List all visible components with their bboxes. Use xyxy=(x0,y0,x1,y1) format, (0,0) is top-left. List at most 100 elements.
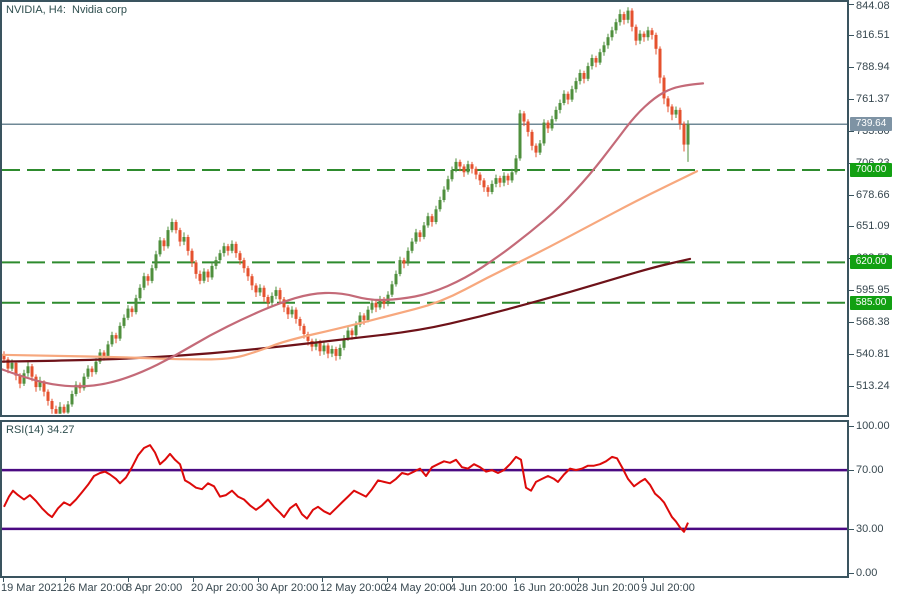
candle-body xyxy=(18,375,22,384)
candle-body xyxy=(378,299,382,308)
rsi-panel-canvas[interactable] xyxy=(0,420,849,578)
candle-body xyxy=(234,243,238,254)
price-tick xyxy=(849,99,854,100)
candle-body xyxy=(242,260,246,269)
candle-body xyxy=(534,145,538,153)
rsi-tick xyxy=(849,529,854,530)
candle-body xyxy=(382,299,386,304)
candle-body xyxy=(62,406,66,413)
candle-body xyxy=(90,368,94,373)
time-axis-label: 30 Apr 20:00 xyxy=(256,582,319,594)
candle-body xyxy=(330,349,334,354)
candle-body xyxy=(186,237,190,251)
candle-body xyxy=(458,161,462,167)
price-axis-label: 678.66 xyxy=(856,189,890,201)
price-tick xyxy=(849,290,854,291)
candle-body xyxy=(94,361,98,373)
price-level-badge-620[interactable]: 620.00 xyxy=(850,255,892,269)
price-tick xyxy=(849,386,854,387)
price-tick xyxy=(849,195,854,196)
candle-body xyxy=(166,230,170,247)
rsi-tick xyxy=(849,470,854,471)
candle-body xyxy=(482,180,486,188)
price-axis-label: 595.95 xyxy=(856,284,890,296)
price-tick xyxy=(849,35,854,36)
candle-body xyxy=(558,103,562,110)
candle-body xyxy=(130,308,134,313)
candle-body xyxy=(638,33,642,41)
price-axis-label: 788.94 xyxy=(856,61,890,73)
price-level-badge-700[interactable]: 700.00 xyxy=(850,163,892,177)
candle-body xyxy=(150,268,154,281)
candle-body xyxy=(146,276,150,281)
rsi-frame xyxy=(0,420,849,578)
candle-body xyxy=(26,366,30,374)
rsi-axis-label: 30.00 xyxy=(856,523,884,535)
candle-body xyxy=(574,81,578,90)
candle-body xyxy=(6,359,10,369)
time-tick xyxy=(643,578,644,582)
candle-body xyxy=(250,276,254,286)
candle-body xyxy=(570,89,574,100)
candle-body xyxy=(678,109,682,124)
price-tick xyxy=(849,4,854,5)
candle-body xyxy=(442,189,446,200)
candle-body xyxy=(198,273,202,281)
candle-body xyxy=(114,335,118,339)
candle-body xyxy=(274,290,278,296)
candle-body xyxy=(414,232,418,242)
candle-body xyxy=(446,179,450,190)
time-tick xyxy=(258,578,259,582)
candle-body xyxy=(682,123,686,145)
candle-body xyxy=(550,119,554,129)
candle-body xyxy=(54,409,58,414)
candle-body xyxy=(626,10,630,20)
candle-body xyxy=(666,98,670,107)
price-tick xyxy=(849,226,854,227)
candle-body xyxy=(526,121,530,132)
candle-body xyxy=(122,317,126,326)
candle-body xyxy=(422,225,426,237)
candle-body xyxy=(470,164,474,169)
main-chart-frame xyxy=(0,0,849,417)
price-level-badge-585[interactable]: 585.00 xyxy=(850,296,892,310)
candle-body xyxy=(230,243,234,251)
candle-body xyxy=(466,164,470,173)
candle-body xyxy=(522,113,526,122)
rsi-tick xyxy=(849,573,854,574)
ma-mid-salmon-line xyxy=(0,170,699,361)
candle-body xyxy=(46,391,50,401)
candle-body xyxy=(586,66,590,79)
candle-body xyxy=(218,253,222,261)
candle-body xyxy=(338,347,342,356)
candle-body xyxy=(590,58,594,67)
rsi-axis-label: 100.00 xyxy=(856,420,890,432)
candle-body xyxy=(350,330,354,336)
candle-body xyxy=(374,302,378,308)
time-axis-label: 19 Mar 2021 xyxy=(1,582,63,594)
candle-body xyxy=(246,268,250,277)
candle-body xyxy=(154,254,158,269)
candle-body xyxy=(314,342,318,347)
time-axis-label: 8 Apr 20:00 xyxy=(126,582,183,594)
candle-body xyxy=(578,73,582,82)
candle-body xyxy=(318,342,322,352)
candle-body xyxy=(606,37,610,46)
candle-body xyxy=(266,297,270,303)
main-chart-canvas[interactable] xyxy=(0,0,849,417)
time-tick xyxy=(387,578,388,582)
candle-body xyxy=(518,113,522,159)
candle-body xyxy=(58,406,62,414)
candle-body xyxy=(222,246,226,254)
candle-body xyxy=(394,273,398,285)
candle-body xyxy=(438,200,442,210)
candle-body xyxy=(306,334,310,341)
candle-body xyxy=(270,295,274,303)
candle-body xyxy=(86,368,90,377)
current-price-badge[interactable]: 739.64 xyxy=(850,117,892,131)
candle-body xyxy=(226,246,230,251)
price-tick xyxy=(849,131,854,132)
candle-body xyxy=(162,240,166,247)
candle-body xyxy=(530,131,534,146)
candle-body xyxy=(642,33,646,38)
